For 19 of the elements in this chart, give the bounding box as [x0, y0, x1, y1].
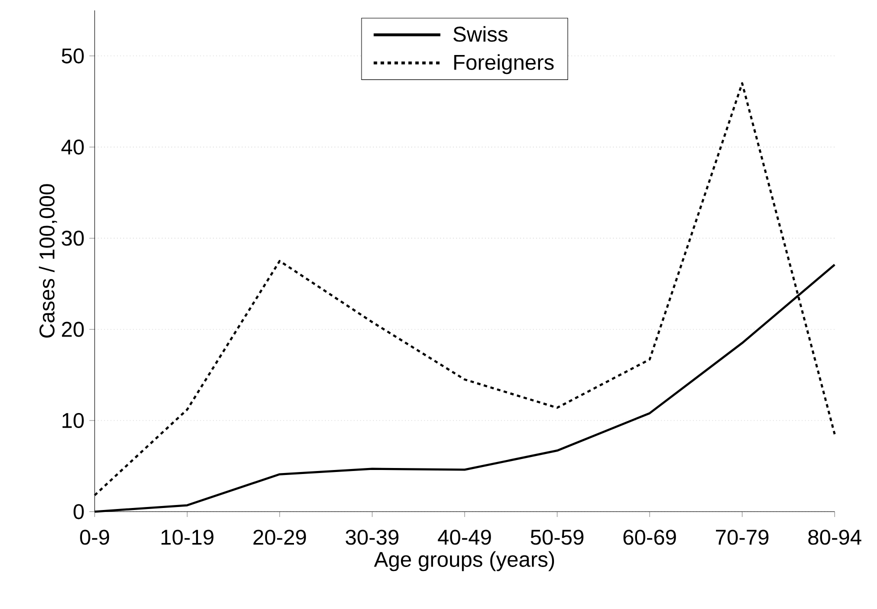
x-tick-label: 10-19 [162, 530, 214, 545]
x-tick-label: 70-79 [716, 530, 768, 545]
x-axis-title: Age groups (years) [374, 551, 554, 572]
x-tick-label: 80-94 [808, 530, 862, 545]
legend-label: Foreigners [454, 54, 554, 74]
y-tick-label: 20 [62, 322, 84, 337]
y-tick-label: 10 [62, 412, 84, 428]
x-tick-label: 40-49 [438, 530, 491, 545]
x-tick-label: 30-39 [346, 530, 398, 545]
x-tick-label: 20-29 [253, 530, 306, 545]
y-tick-label: 50 [62, 48, 84, 64]
y-tick-label: 0 [74, 504, 84, 520]
y-axis-title: Cases / 100,000 [38, 184, 58, 338]
x-tick-label: 50-59 [530, 530, 584, 545]
y-tick-label: 30 [62, 230, 84, 246]
x-tick-label: 60-69 [623, 530, 676, 545]
y-tick-label: 40 [61, 140, 84, 155]
legend-label: Swiss [453, 26, 508, 42]
x-tick-label: 0-9 [80, 530, 110, 545]
